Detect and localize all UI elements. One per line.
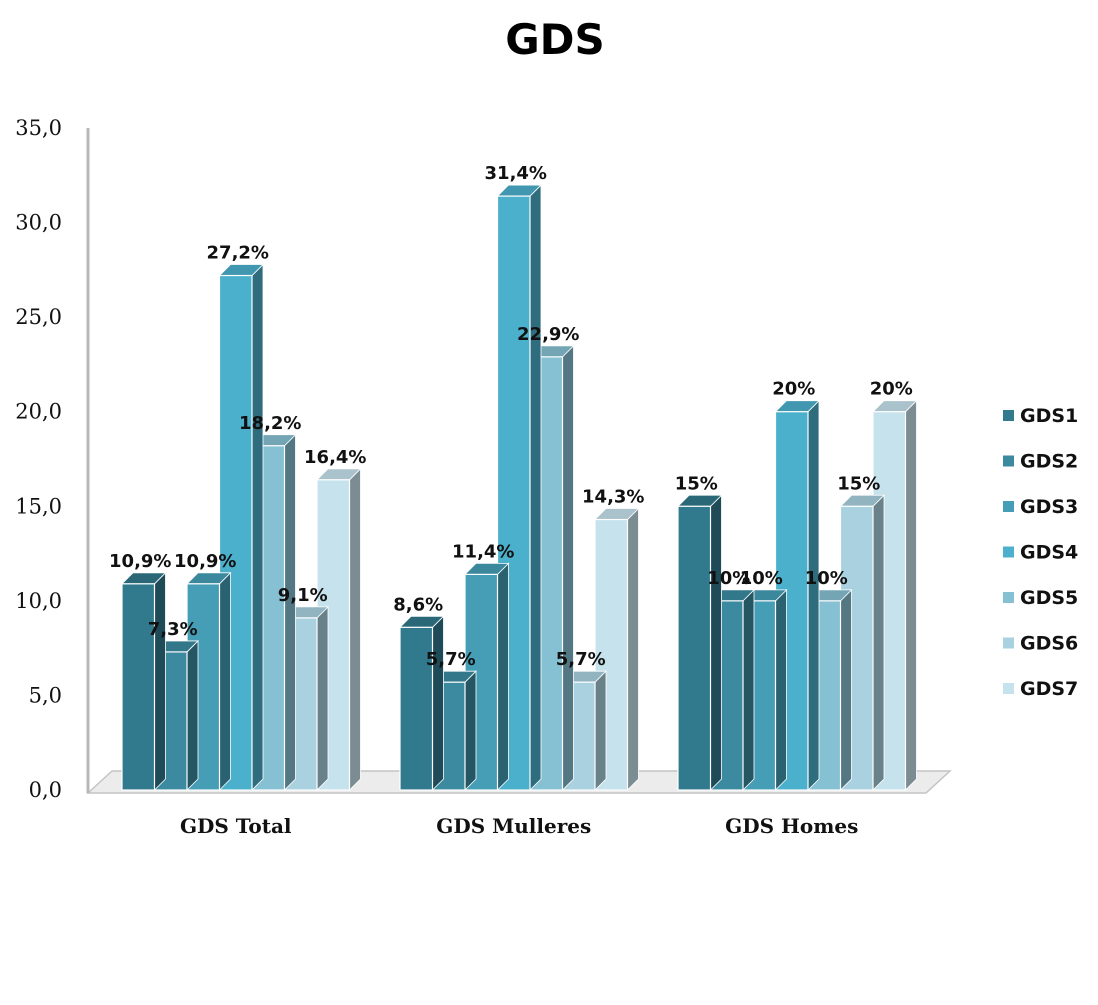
bar-side: [497, 562, 509, 791]
bar-side: [349, 467, 361, 791]
bar-side: [529, 184, 542, 791]
bar-side: [251, 263, 264, 791]
data-label: 5,7%: [426, 649, 476, 670]
bar-side: [316, 605, 329, 791]
data-label: 11,4%: [452, 541, 514, 562]
bar-side: [775, 588, 787, 791]
bar-side: [627, 507, 639, 791]
legend-label: GDS5: [1020, 587, 1078, 609]
data-label: 7,3%: [148, 619, 198, 640]
bar: [121, 571, 167, 791]
legend-swatch: [1003, 683, 1014, 694]
bar-side: [154, 571, 166, 791]
y-tick-label: 25,0: [15, 305, 62, 329]
data-label: 20%: [772, 379, 815, 400]
y-tick-label: 0,0: [29, 778, 62, 802]
legend-label: GDS6: [1020, 633, 1078, 655]
chart-title: GDS: [505, 15, 605, 64]
legend-item: GDS6: [1003, 633, 1078, 655]
bar: [594, 507, 640, 791]
data-label: 31,4%: [485, 163, 547, 184]
bar-side: [840, 588, 852, 791]
legend-swatch: [1003, 592, 1014, 603]
data-label: 9,1%: [278, 585, 328, 606]
y-tick-label: 10,0: [15, 589, 62, 613]
y-tick-label: 35,0: [15, 116, 62, 140]
legend-swatch: [1003, 501, 1014, 512]
bar-side: [186, 639, 199, 791]
bar-side: [710, 494, 722, 791]
legend-item: GDS4: [1003, 542, 1078, 564]
y-tick-label: 30,0: [15, 211, 62, 235]
bar-front: [121, 583, 156, 791]
legend-swatch: [1003, 637, 1014, 649]
bar-side: [742, 588, 755, 791]
legend-label: GDS7: [1020, 678, 1078, 700]
legend-label: GDS1: [1020, 405, 1078, 427]
bar-side: [905, 399, 917, 791]
legend-label: GDS4: [1020, 542, 1078, 564]
x-category-label: GDS Total: [180, 814, 292, 838]
bar: [677, 494, 723, 791]
bar: [496, 184, 542, 791]
data-label: 20%: [870, 379, 913, 400]
data-label: 14,3%: [582, 487, 644, 508]
data-label: 22,9%: [517, 324, 579, 345]
legend-label: GDS2: [1020, 451, 1078, 473]
data-label: 10%: [707, 568, 750, 589]
data-label: 15%: [675, 473, 718, 494]
bar-side: [807, 399, 820, 791]
bar-side: [562, 344, 574, 791]
data-label: 10,9%: [174, 551, 236, 572]
legend-label: GDS3: [1020, 496, 1078, 518]
bar-side: [219, 571, 231, 791]
x-category-label: GDS Mulleres: [436, 814, 591, 838]
data-label: 5,7%: [556, 649, 606, 670]
y-tick-label: 5,0: [29, 683, 62, 707]
bar-side: [284, 433, 296, 791]
legend-item: GDS2: [1003, 451, 1078, 473]
y-tick-label: 15,0: [15, 494, 62, 518]
bar-side: [432, 615, 444, 791]
x-category-label: GDS Homes: [725, 814, 858, 838]
bar-side: [464, 670, 477, 791]
legend-swatch: [1003, 546, 1014, 558]
legend-item: GDS5: [1003, 587, 1078, 609]
legend-item: GDS3: [1003, 496, 1078, 518]
data-label: 10%: [805, 568, 848, 589]
bar: [399, 615, 445, 791]
y-tick-label: 20,0: [15, 400, 62, 424]
data-label: 16,4%: [304, 447, 366, 468]
data-label: 8,6%: [393, 594, 443, 615]
legend-swatch: [1003, 455, 1014, 467]
data-label: 15%: [837, 473, 880, 494]
bar-front: [677, 505, 712, 791]
data-label: 27,2%: [207, 243, 269, 264]
legend-swatch: [1003, 410, 1014, 421]
legend-item: GDS7: [1003, 678, 1078, 700]
bar-side: [872, 494, 885, 791]
bar-side: [594, 670, 607, 791]
data-label: 10%: [740, 568, 783, 589]
legend-item: GDS1: [1003, 405, 1078, 427]
data-label: 18,2%: [239, 413, 301, 434]
data-label: 10,9%: [109, 551, 171, 572]
bar-front: [399, 626, 434, 791]
